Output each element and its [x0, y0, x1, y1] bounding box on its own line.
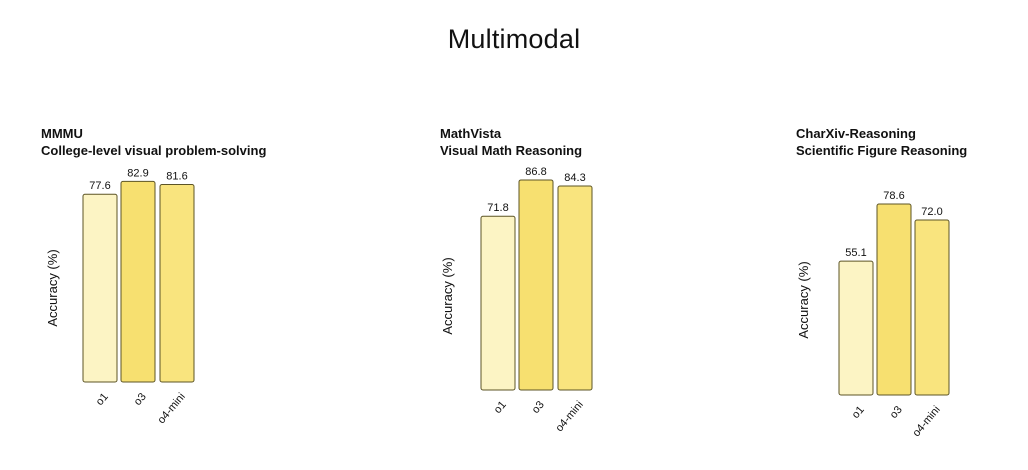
x-tick-label: o1: [492, 399, 509, 416]
chart-subtitle: College-level visual problem-solving: [41, 143, 267, 158]
y-axis-label: Accuracy (%): [45, 249, 60, 326]
chart-subtitle: Visual Math Reasoning: [440, 143, 583, 158]
bar-o1: [838, 260, 874, 396]
data-label: 77.6: [89, 180, 110, 192]
chart-panel-mmmu: MMMU College-level visual problem-solvin…: [41, 0, 361, 470]
bar-o4-mini: [557, 185, 593, 391]
data-label: 82.9: [127, 167, 148, 179]
bar-chart: Accuracy (%) 71.8 o1 86.8 o3 84.3 o4-mini: [440, 166, 593, 434]
data-label: 84.3: [564, 172, 585, 184]
data-label: 72.0: [921, 206, 942, 218]
bar-o1: [82, 193, 118, 383]
x-tick-label: o3: [132, 391, 149, 408]
y-axis-label: Accuracy (%): [440, 257, 455, 334]
chart-panel-charxiv: CharXiv-Reasoning Scientific Figure Reas…: [796, 0, 1028, 470]
x-tick-label: o4-mini: [155, 391, 187, 426]
data-label: 78.6: [883, 190, 904, 202]
x-tick-label: o4-mini: [553, 399, 585, 434]
chart-title: MathVista: [440, 126, 502, 141]
bar-o4-mini: [159, 184, 195, 383]
bar-o3: [120, 180, 156, 383]
bar-o3: [518, 179, 554, 391]
bar-o4-mini: [914, 219, 950, 396]
bar-o3: [876, 203, 912, 396]
x-tick-label: o4-mini: [910, 404, 942, 439]
chart-subtitle: Scientific Figure Reasoning: [796, 143, 968, 158]
bar-o1: [480, 215, 516, 391]
data-label: 81.6: [166, 171, 187, 183]
chart-title: CharXiv-Reasoning: [796, 126, 916, 141]
x-tick-label: o1: [94, 391, 111, 408]
bar-chart: Accuracy (%) 77.6 o1 82.9 o3 81.6 o4-mini: [45, 167, 195, 426]
chart-panel-mathvista: MathVista Visual Math Reasoning Accuracy…: [440, 0, 760, 470]
x-tick-label: o1: [850, 404, 867, 421]
chart-title: MMMU: [41, 126, 83, 141]
data-label: 86.8: [525, 166, 546, 178]
data-label: 55.1: [845, 247, 866, 259]
x-tick-label: o3: [888, 404, 905, 421]
page-title: Multimodal: [447, 24, 581, 54]
y-axis-label: Accuracy (%): [796, 261, 811, 338]
x-tick-label: o3: [530, 399, 547, 416]
bar-chart: Accuracy (%) 55.1 o1 78.6 o3 72.0 o4-mini: [796, 190, 950, 439]
data-label: 71.8: [487, 202, 508, 214]
